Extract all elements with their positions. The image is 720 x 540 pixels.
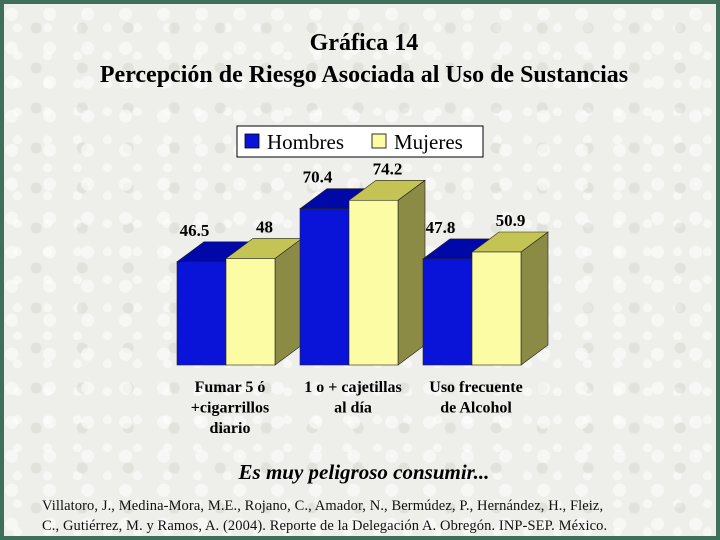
data-label-hombres-2: 47.8	[426, 218, 456, 237]
legend-box	[236, 125, 484, 158]
bar-chart: 46.5 48 Fumar 5 ó +cigarrillos diario 70.4 74.…	[176, 125, 549, 437]
bar-mujeres-0	[225, 258, 276, 366]
category-label-0-0: Fumar 5 ó	[195, 379, 266, 396]
chart-caption: Es muy peligroso consumir...	[238, 460, 490, 484]
legend-swatch-hombres	[244, 133, 260, 149]
bar-hombres-0	[176, 261, 227, 366]
bar-mujeres-1	[348, 199, 399, 366]
bar-side-mujeres-2	[520, 231, 549, 366]
bar-side-mujeres-0	[274, 237, 303, 366]
category-label-2-1: de Alcohol	[440, 400, 512, 417]
category-label-0-2: diario	[210, 420, 251, 437]
chart-title: Gráfica 14	[309, 30, 419, 56]
legend-label-mujeres: Mujeres	[394, 130, 463, 154]
bar-side-mujeres-1	[397, 179, 426, 366]
category-label-0-1: +cigarrillos	[191, 400, 269, 417]
category-label-1-0: 1 o + cajetillas	[304, 379, 402, 396]
citation-line-2: C., Gutiérrez, M. y Ramos, A. (2004). Re…	[42, 518, 608, 534]
citation-line-1: Villatoro, J., Medina-Mora, M.E., Rojano…	[42, 498, 604, 514]
category-label-2-0: Uso frecuente	[429, 379, 522, 396]
bar-hombres-1	[299, 208, 350, 366]
category-label-1-1: al día	[334, 400, 372, 417]
data-label-mujeres-0: 48	[256, 217, 273, 236]
data-label-mujeres-2: 50.9	[496, 211, 526, 230]
data-label-hombres-0: 46.5	[180, 221, 210, 240]
data-label-hombres-1: 70.4	[303, 168, 333, 187]
bar-mujeres-2	[471, 251, 522, 366]
legend-label-hombres: Hombres	[267, 130, 344, 154]
chart-subtitle: Percepción de Riesgo Asociada al Uso de …	[99, 62, 629, 88]
legend-swatch-mujeres	[371, 133, 387, 149]
data-label-mujeres-1: 74.2	[373, 159, 403, 178]
bar-hombres-2	[422, 258, 473, 366]
